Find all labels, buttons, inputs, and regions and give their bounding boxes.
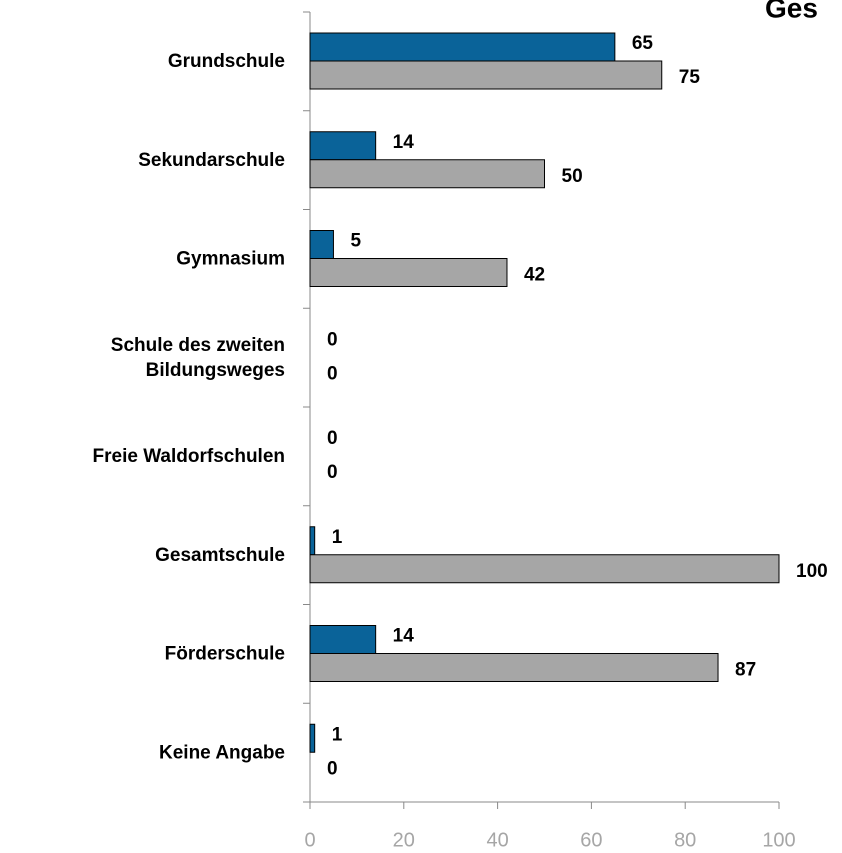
category-label: Förderschule [165,644,285,665]
x-tick-label: 100 [762,829,795,851]
bar [309,723,316,753]
bar [309,653,719,682]
bar [309,230,334,259]
value-label: 75 [679,67,701,88]
bar [309,60,663,90]
value-label: 0 [327,363,338,384]
category-label: Gesamtschule [155,545,285,566]
value-label: 14 [393,626,415,647]
value-label: 0 [327,428,338,449]
value-label: 14 [393,132,415,153]
value-label: 65 [632,33,654,54]
category-label: Freie Waldorfschulen [93,446,286,467]
chart-title: Ges [765,0,818,23]
value-label: 1 [332,724,343,745]
category-label: Keine Angabe [159,742,285,763]
x-tick-label: 80 [674,829,696,851]
bar [309,526,316,556]
bar [309,32,616,62]
value-label: 0 [327,758,338,779]
bar [309,625,377,654]
value-label: 0 [327,462,338,483]
value-label: 42 [524,265,545,286]
value-label: 87 [735,660,756,681]
value-label: 1 [332,527,343,548]
bar [309,258,508,287]
category-label: Sekundarschule [138,150,285,171]
value-label: 0 [327,329,338,350]
bar [309,131,377,161]
x-tick-label: 60 [580,829,602,851]
value-label: 5 [350,231,361,252]
x-tick-label: 0 [304,829,315,851]
value-label: 100 [796,561,828,582]
category-label: Grundschule [168,51,285,72]
category-label: Gymnasium [176,249,285,270]
category-label: Schule des zweiten Bildungsweges [111,335,285,381]
bar [309,159,545,189]
value-label: 50 [562,166,583,187]
bar [309,554,780,584]
x-tick-label: 20 [393,829,415,851]
x-tick-label: 40 [486,829,508,851]
